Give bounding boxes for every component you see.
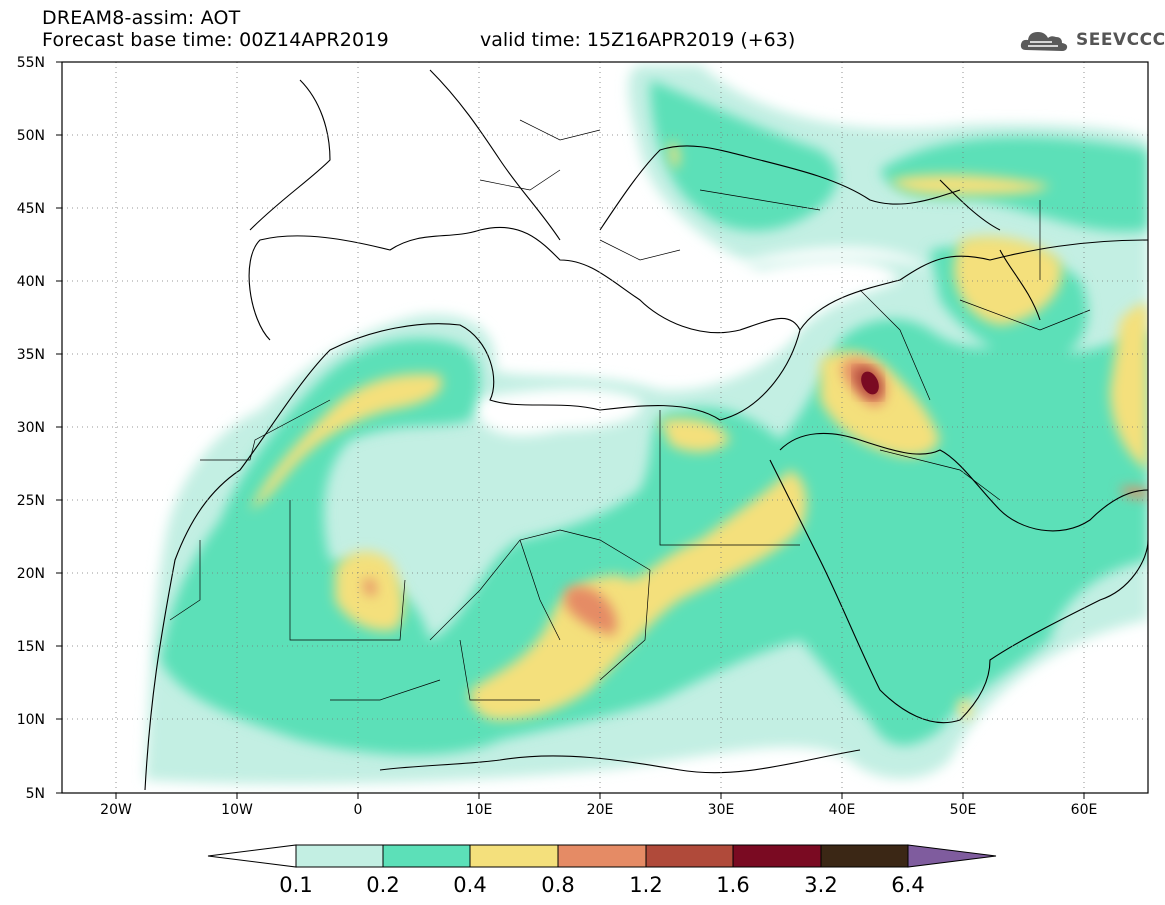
colorbar-bin bbox=[382, 844, 471, 868]
lon-label: 50E bbox=[950, 802, 977, 818]
valid-time: valid time: 15Z16APR2019 (+63) bbox=[480, 29, 796, 51]
lat-label: 20N bbox=[17, 566, 45, 582]
lon-label: 20E bbox=[587, 802, 614, 818]
colorbar-label: 0.4 bbox=[453, 873, 486, 897]
colorbar-label: 1.2 bbox=[629, 873, 662, 897]
lat-label: 10N bbox=[17, 712, 45, 728]
lat-label: 50N bbox=[17, 128, 45, 144]
lat-label: 30N bbox=[17, 420, 45, 436]
lat-label: 55N bbox=[17, 55, 45, 71]
seevccc-logo: SEEVCCC bbox=[1018, 26, 1165, 56]
lat-label: 5N bbox=[26, 786, 45, 802]
cloud-logo-icon bbox=[1020, 32, 1068, 51]
colorbar-label: 3.2 bbox=[804, 873, 837, 897]
aot-field bbox=[62, 62, 1148, 793]
lat-label: 45N bbox=[17, 201, 45, 217]
colorbar-bin bbox=[295, 844, 384, 868]
colorbar-bin bbox=[820, 844, 909, 868]
colorbar bbox=[207, 844, 997, 868]
longitude-labels: 20W 10W 0 10E 20E 30E 40E 50E 60E bbox=[100, 802, 1097, 818]
colorbar-label: 0.8 bbox=[541, 873, 574, 897]
logo-text: SEEVCCC bbox=[1076, 30, 1165, 50]
colorbar-label: 1.6 bbox=[716, 873, 749, 897]
lon-label: 0 bbox=[354, 802, 363, 818]
colorbar-bin bbox=[732, 844, 822, 868]
colorbar-high-arrow bbox=[907, 844, 997, 868]
lon-label: 60E bbox=[1071, 802, 1098, 818]
lon-label: 10W bbox=[221, 802, 253, 818]
lat-label: 25N bbox=[17, 493, 45, 509]
lat-label: 40N bbox=[17, 274, 45, 290]
lon-label: 20W bbox=[100, 802, 132, 818]
colorbar-labels: 0.1 0.2 0.4 0.8 1.2 1.6 3.2 6.4 bbox=[279, 873, 924, 897]
lat-label: 15N bbox=[17, 639, 45, 655]
colorbar-label: 0.2 bbox=[366, 873, 399, 897]
axis-ticks bbox=[56, 61, 1085, 799]
aot-band-1.6 bbox=[861, 371, 879, 395]
lon-label: 10E bbox=[466, 802, 493, 818]
forecast-base-time: Forecast base time: 00Z14APR2019 bbox=[42, 29, 389, 51]
colorbar-low-arrow bbox=[207, 844, 297, 868]
map-title: DREAM8-assim: AOT bbox=[42, 7, 241, 29]
lat-label: 35N bbox=[17, 347, 45, 363]
colorbar-label: 0.1 bbox=[279, 873, 312, 897]
colorbar-bin bbox=[557, 844, 647, 868]
colorbar-label: 6.4 bbox=[891, 873, 924, 897]
colorbar-bin bbox=[469, 844, 559, 868]
colorbar-bin bbox=[645, 844, 734, 868]
lon-label: 30E bbox=[708, 802, 735, 818]
map-gridlines bbox=[62, 62, 1148, 793]
lon-label: 40E bbox=[829, 802, 856, 818]
coastlines bbox=[144, 69, 1148, 791]
latitude-labels: 55N 50N 45N 40N 35N 30N 25N 20N 15N 10N … bbox=[17, 55, 45, 802]
country-borders bbox=[169, 119, 1091, 701]
